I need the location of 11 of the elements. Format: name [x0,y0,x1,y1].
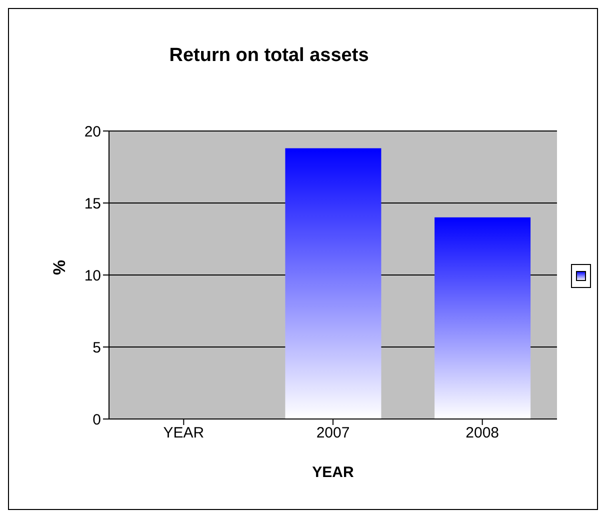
y-tick-label: 0 [92,411,101,428]
y-tick-label: 5 [92,339,101,356]
x-tick-label: YEAR [163,424,204,442]
y-tick-label: 10 [84,267,101,284]
x-tick-label: 2007 [316,424,350,442]
y-axis-title: % [50,260,70,275]
y-tick-label: 20 [84,123,101,140]
chart-title: Return on total assets [168,45,370,67]
x-axis-title: YEAR [312,464,354,481]
y-tick-label: 15 [84,195,101,212]
x-tick-label: 2008 [466,424,500,442]
